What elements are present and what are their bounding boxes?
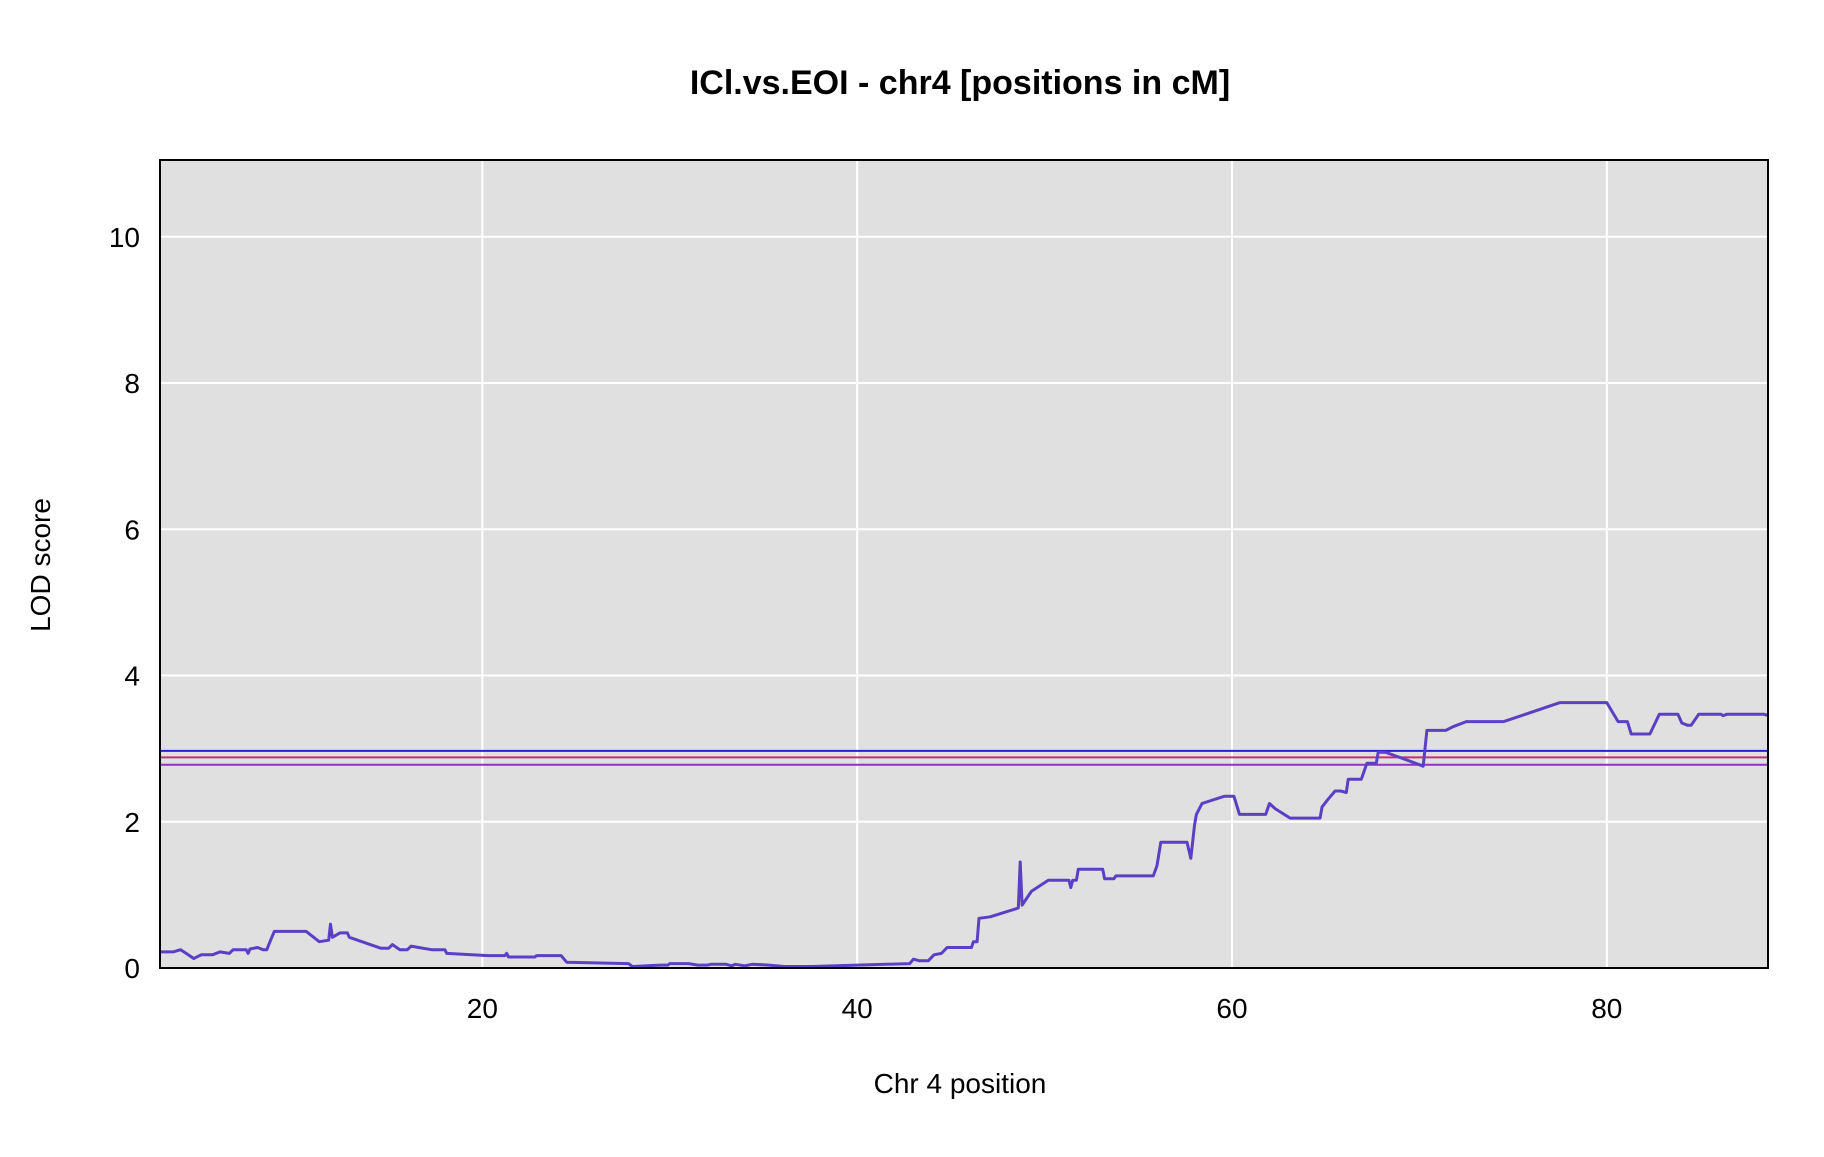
y-tick-label: 4 <box>124 661 140 692</box>
y-tick-label: 6 <box>124 514 140 545</box>
x-tick-label: 80 <box>1591 993 1622 1024</box>
y-tick-label: 2 <box>124 807 140 838</box>
y-tick-label: 0 <box>124 953 140 984</box>
y-axis-label: LOD score <box>25 498 56 632</box>
x-tick-label: 60 <box>1216 993 1247 1024</box>
lod-series-line <box>160 701 1768 968</box>
x-tick-label: 20 <box>467 993 498 1024</box>
x-tick-label: 40 <box>842 993 873 1024</box>
chart-title: ICl.vs.EOI - chr4 [positions in cM] <box>690 64 1230 102</box>
y-tick-label: 10 <box>109 222 140 253</box>
x-axis-label: Chr 4 position <box>874 1068 1047 1099</box>
y-tick-label: 8 <box>124 368 140 399</box>
plot-border <box>159 159 1769 969</box>
plot-series-group <box>160 701 1768 968</box>
plot-background <box>160 160 1768 968</box>
plot-area: 20 40 60 80 0 2 4 6 8 10 <box>109 159 1769 1024</box>
